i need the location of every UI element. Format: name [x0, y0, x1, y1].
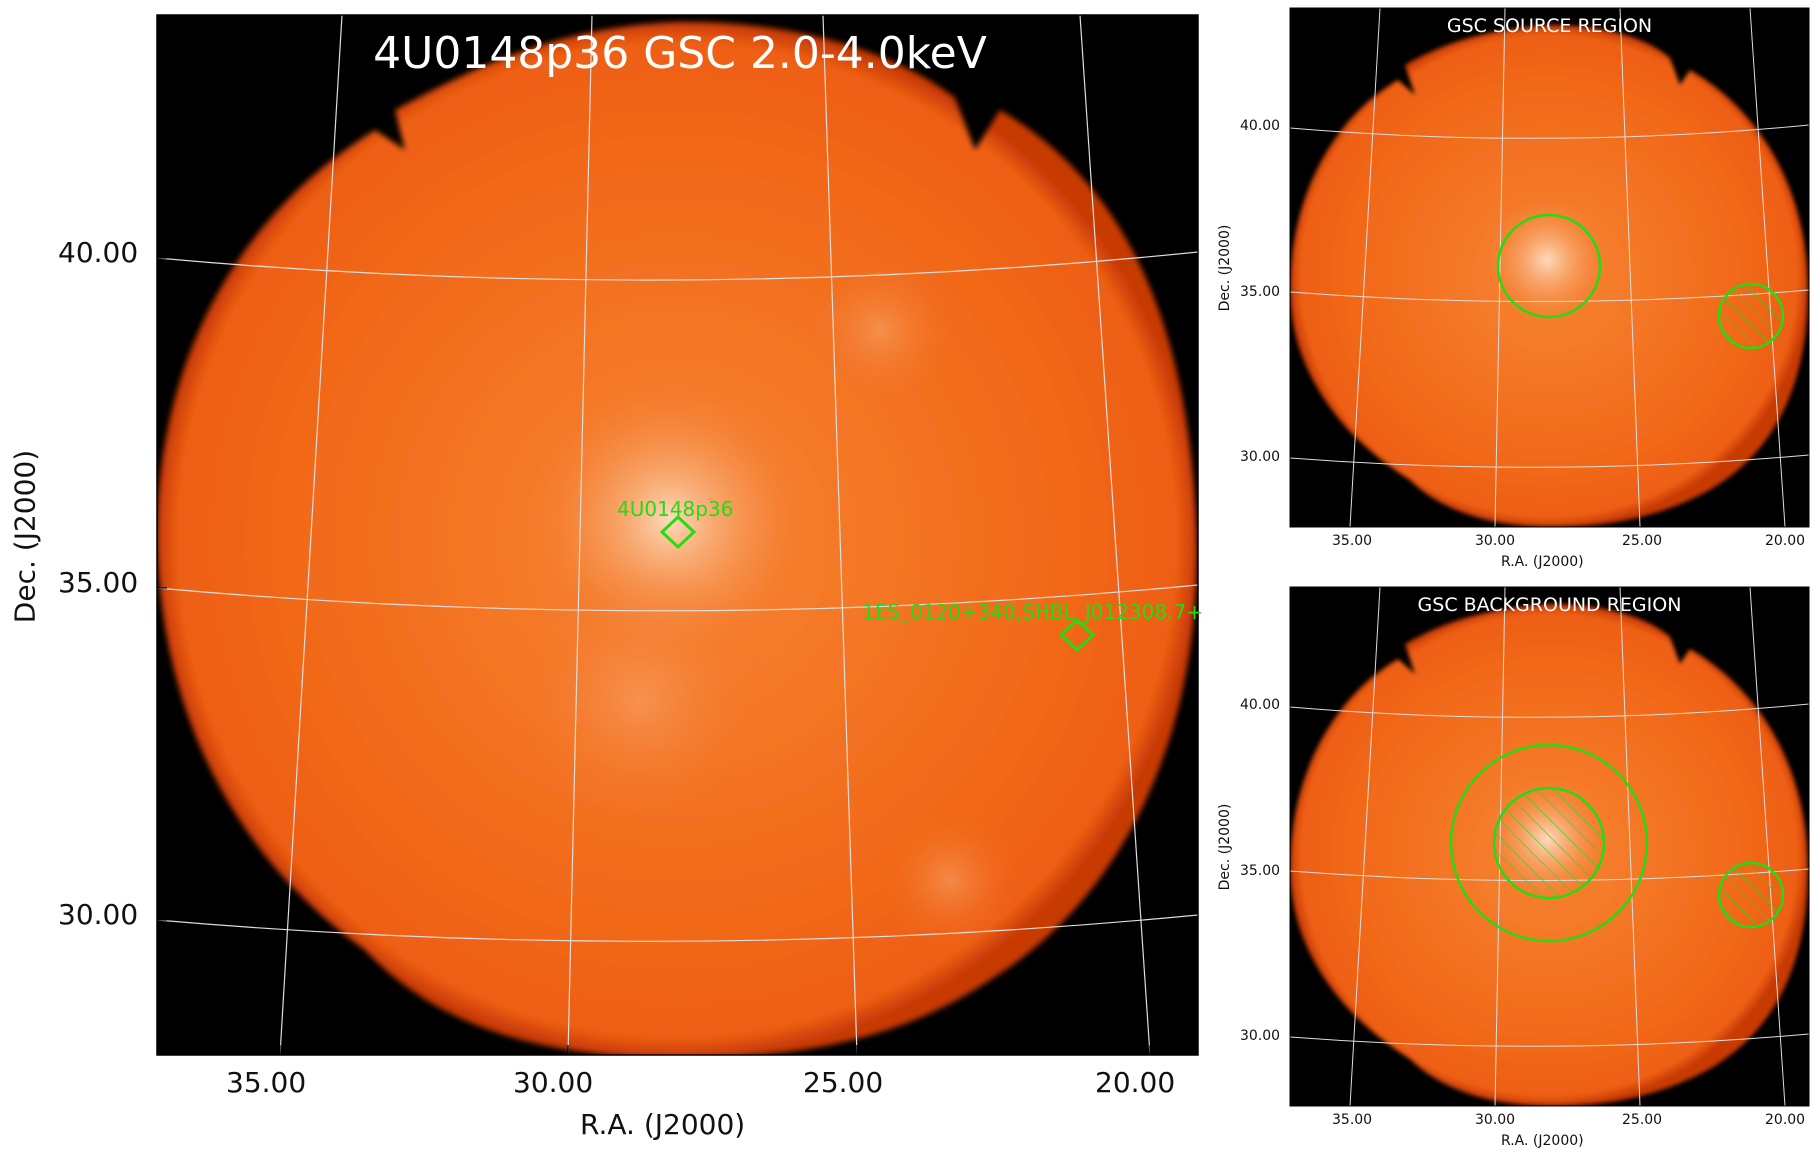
- background-panel-title: GSC BACKGROUND REGION: [1417, 594, 1682, 616]
- source-xtick-25: 25.00: [1622, 533, 1663, 549]
- background-ytick-40: 40.00: [1240, 697, 1281, 713]
- main-frame: [156, 14, 1199, 1056]
- main-xtick-label-30: 30.00: [513, 1066, 594, 1099]
- main-xtick-label-35: 35.00: [226, 1066, 307, 1099]
- source-x-axis-label: R.A. (J2000): [1501, 554, 1584, 570]
- main-x-axis-label: R.A. (J2000): [580, 1108, 746, 1141]
- main-xtick-label-25: 25.00: [803, 1066, 884, 1099]
- source-label-1es0120: 1ES_0120+340,SHBL_J012308.7+: [862, 600, 1203, 624]
- main-ytick-label-30: 30.00: [58, 898, 139, 931]
- source-panel-title: GSC SOURCE REGION: [1446, 15, 1653, 37]
- source-ytick-40: 40.00: [1240, 118, 1281, 134]
- source-xtick-20: 20.00: [1765, 533, 1806, 549]
- main-ytick-label-40: 40.00: [58, 236, 139, 269]
- background-y-axis-label: Dec. (J2000): [1217, 803, 1233, 891]
- background-xtick-30: 30.00: [1475, 1112, 1516, 1128]
- main-faint-region-3: [800, 250, 960, 410]
- main-faint-region: [500, 560, 780, 840]
- main-y-axis-label: Dec. (J2000): [8, 449, 42, 624]
- main-coordinate-grid: [157, 15, 1198, 1055]
- background-ytick-30: 30.00: [1240, 1028, 1281, 1044]
- main-ytick-label-35: 35.00: [58, 566, 139, 599]
- background-xtick-20: 20.00: [1765, 1112, 1806, 1128]
- source-label-4u0148p36: 4U0148p36: [617, 497, 734, 521]
- background-xtick-35: 35.00: [1332, 1112, 1373, 1128]
- source-ytick-35: 35.00: [1240, 284, 1281, 300]
- main-title: 4U0148p36 GSC 2.0-4.0keV: [373, 28, 987, 79]
- background-x-axis-label: R.A. (J2000): [1501, 1133, 1584, 1149]
- source-xtick-35: 35.00: [1332, 533, 1373, 549]
- background-ytick-35: 35.00: [1240, 863, 1281, 879]
- source-y-axis-label: Dec. (J2000): [1217, 224, 1233, 312]
- source-marker-1es0120[interactable]: [1058, 617, 1096, 653]
- source-ytick-30: 30.00: [1240, 449, 1281, 465]
- main-tick-marks: [157, 257, 1151, 1055]
- main-xtick-label-20: 20.00: [1095, 1066, 1176, 1099]
- source-xtick-30: 30.00: [1475, 533, 1516, 549]
- main-faint-region-2: [880, 810, 1020, 950]
- source-marker-4u0148p36[interactable]: [659, 514, 697, 550]
- background-xtick-25: 25.00: [1622, 1112, 1663, 1128]
